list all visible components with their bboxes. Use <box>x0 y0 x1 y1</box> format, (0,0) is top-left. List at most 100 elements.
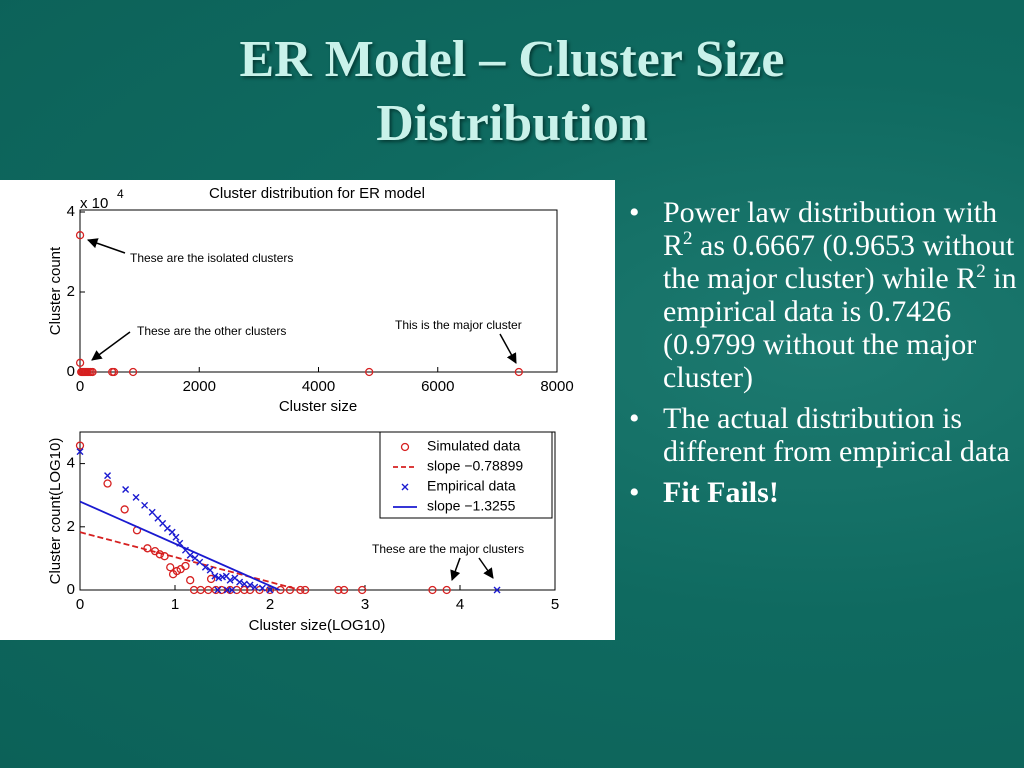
fit-line <box>79 531 301 591</box>
legend-label: slope −0.78899 <box>427 458 523 474</box>
annotation: This is the major cluster <box>395 318 522 332</box>
x-tick-label: 5 <box>551 596 559 613</box>
data-point <box>206 566 214 574</box>
x-axis-label: Cluster size(LOG10) <box>249 617 386 634</box>
legend-marker <box>401 483 409 491</box>
y-axis-label: Cluster count <box>47 246 64 335</box>
data-point <box>103 479 112 488</box>
annotation-arrow <box>87 238 126 254</box>
data-point <box>211 585 221 595</box>
annotation: These are the isolated clusters <box>130 251 293 265</box>
bullet-text: in empirical data is 0.7426 (0.9799 with… <box>663 262 1017 394</box>
y-axis-label: Cluster count(LOG10) <box>47 438 64 585</box>
annotation-arrow <box>91 331 131 361</box>
data-point <box>181 561 190 571</box>
data-point <box>240 580 248 588</box>
data-point <box>276 585 285 595</box>
bullet: Power law distribution with R2 as 0.6667… <box>625 196 1020 394</box>
data-point <box>357 585 367 595</box>
data-point <box>172 533 180 541</box>
x-tick-label: 0 <box>76 378 84 395</box>
data-point <box>266 586 274 594</box>
data-point <box>236 578 244 586</box>
plot-area <box>79 209 558 373</box>
bullet: The actual distribution is different fro… <box>625 402 1020 468</box>
data-point <box>240 585 249 595</box>
data-point <box>75 231 85 240</box>
x-tick-label: 2000 <box>183 378 216 395</box>
y-tick-label: 2 <box>67 518 75 535</box>
data-point <box>206 574 216 584</box>
x-tick-label: 4000 <box>302 378 335 395</box>
data-point <box>228 586 236 594</box>
legend-label: Simulated data <box>427 438 521 454</box>
annotation: These are the major clusters <box>372 542 524 556</box>
data-point <box>166 563 175 572</box>
data-point <box>334 585 343 595</box>
legend <box>379 431 553 519</box>
legend-marker <box>400 442 410 452</box>
data-point <box>196 558 204 566</box>
data-point <box>245 585 255 595</box>
x-tick-label: 6000 <box>421 378 454 395</box>
data-point <box>132 493 140 501</box>
annotation-arrow <box>450 557 461 581</box>
legend-label: Empirical data <box>427 478 516 494</box>
y-tick-label: 4 <box>67 203 75 220</box>
superscript: 2 <box>683 228 693 249</box>
bullet-list: Power law distribution with R2 as 0.6667… <box>625 196 1020 517</box>
x-tick-label: 1 <box>171 596 179 613</box>
bullet: Fit Fails! <box>625 476 1020 509</box>
chart-panel: Cluster distribution for ER model x 10 4… <box>0 180 615 640</box>
data-point <box>141 501 149 509</box>
data-point <box>300 585 310 595</box>
data-point <box>246 581 254 589</box>
y-tick-label: 0 <box>67 363 75 380</box>
annotation-arrow <box>499 333 517 364</box>
fit-line <box>79 500 280 591</box>
y-scale-label: x 10 <box>80 195 108 212</box>
y-scale-exponent: 4 <box>117 187 124 201</box>
data-point <box>109 367 119 377</box>
data-point <box>258 584 266 592</box>
data-point <box>186 551 194 559</box>
x-tick-label: 3 <box>361 596 369 613</box>
data-point <box>201 563 209 571</box>
x-tick-label: 4 <box>456 596 464 613</box>
data-point <box>168 528 176 536</box>
slide-title: ER Model – Cluster Size Distribution <box>239 31 785 152</box>
x-axis-label: Cluster size <box>279 398 357 415</box>
annotation-arrow <box>478 557 494 579</box>
data-point <box>251 583 259 591</box>
data-point <box>186 576 195 585</box>
x-tick-label: 0 <box>76 596 84 613</box>
data-point <box>226 576 234 584</box>
data-point <box>514 367 523 377</box>
bullet-text: The actual distribution is different fro… <box>663 402 1010 468</box>
data-point <box>104 472 112 480</box>
bullet-text: Fit Fails! <box>663 476 779 509</box>
data-point <box>214 586 222 594</box>
data-point <box>255 585 264 595</box>
y-tick-label: 0 <box>67 581 75 598</box>
superscript: 2 <box>976 261 986 282</box>
data-point <box>211 572 219 580</box>
data-point <box>122 486 130 494</box>
data-point <box>75 441 85 450</box>
bullet-text: Power law distribution with R <box>663 196 998 262</box>
data-point <box>442 585 451 595</box>
data-point <box>148 508 156 516</box>
data-point <box>120 505 129 514</box>
data-point <box>339 585 349 595</box>
chart-title: Cluster distribution for ER model <box>209 185 425 202</box>
data-point <box>128 367 138 377</box>
x-tick-label: 8000 <box>540 378 573 395</box>
data-point <box>76 448 84 456</box>
bullet-text: as 0.6667 (0.9653 without the major clus… <box>663 229 1015 295</box>
y-tick-label: 2 <box>67 283 75 300</box>
legend-label: slope −1.3255 <box>427 498 516 514</box>
data-point <box>493 586 501 594</box>
data-point <box>428 585 437 595</box>
